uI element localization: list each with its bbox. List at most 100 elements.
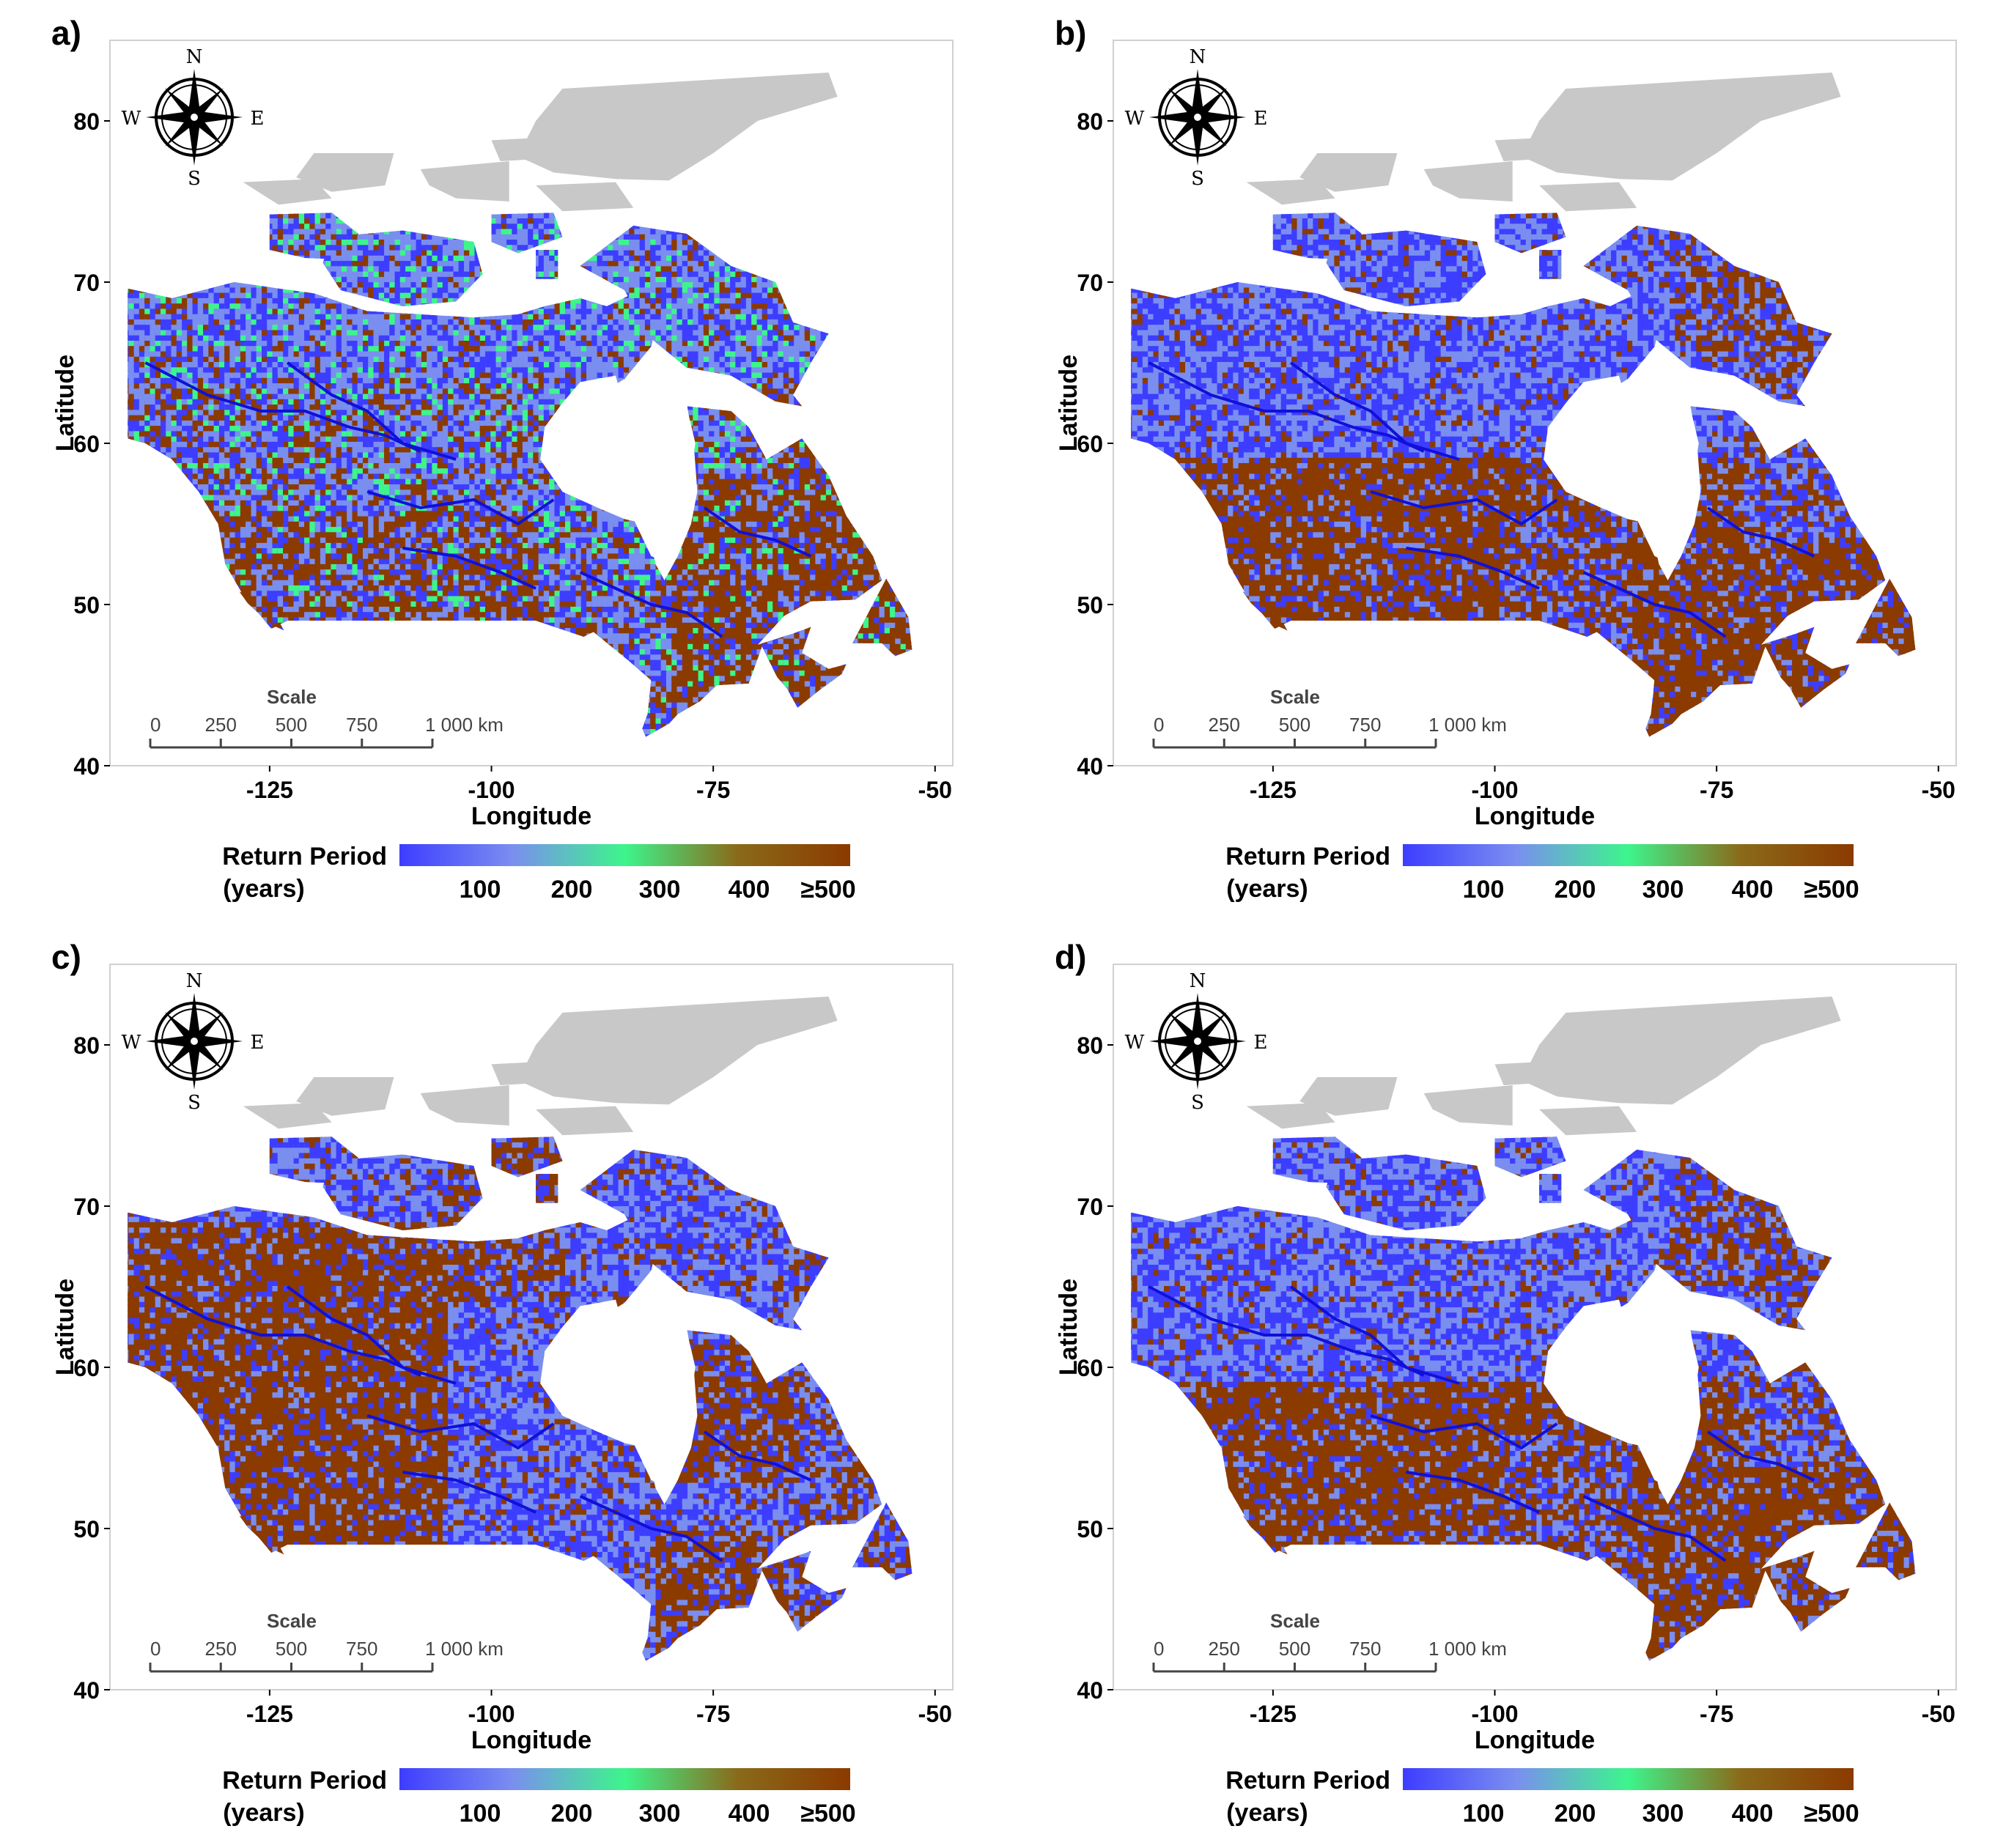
legend-tick-label: ≥500 [800, 876, 855, 903]
x-axis-label: Longitude [471, 802, 591, 830]
panel-b: 80 70 60 50 40 -125 -100 -75 -50 Longitude Latitud… [1003, 0, 2006, 924]
scale-tick-label: 250 [205, 714, 237, 736]
scale-tick-label: 1 000 km [1428, 1638, 1507, 1660]
legend-tick-label: 100 [1463, 1800, 1505, 1827]
panel-label: c) [51, 937, 81, 977]
x-tick-label: -125 [1250, 777, 1297, 803]
legend-tick-label: 400 [729, 876, 770, 903]
legend-title: Return Period [222, 843, 387, 871]
scale-tick-label: 500 [276, 1638, 307, 1660]
compass-s-label: S [1191, 1092, 1204, 1114]
scale-tick-label: 1 000 km [425, 714, 504, 736]
y-tick-label: 40 [73, 753, 100, 780]
legend-colorbar [1403, 1768, 1854, 1790]
compass-e-label: E [251, 108, 265, 130]
x-tick-label: -100 [468, 1701, 515, 1727]
legend-tick-label: 200 [1555, 1800, 1596, 1827]
compass-w-label: W [1125, 1032, 1145, 1054]
y-axis-label: Latitude [51, 355, 79, 451]
x-axis-label: Longitude [1475, 1726, 1595, 1754]
scale-tick-label: 750 [1349, 1638, 1381, 1660]
panel-label: d) [1055, 937, 1086, 977]
legend-tick-label: 400 [729, 1800, 770, 1827]
legend-tick-label: 200 [1555, 876, 1596, 903]
y-tick-label: 80 [1077, 108, 1103, 135]
compass-s-label: S [188, 1092, 201, 1114]
x-tick-label: -125 [1250, 1701, 1297, 1727]
y-tick-label: 40 [73, 1677, 100, 1704]
scale-tick-label: 1 000 km [1428, 714, 1507, 736]
scale-tick-label: 0 [150, 1638, 161, 1660]
legend-tick-label: 100 [460, 876, 501, 903]
legend-tick-label: 400 [1732, 876, 1774, 903]
panel-label: a) [51, 13, 81, 53]
scale-tick-label: 500 [1279, 1638, 1310, 1660]
x-tick-label: -75 [1700, 1701, 1733, 1727]
legend-tick-label: 300 [639, 1800, 681, 1827]
x-axis-label: Longitude [1475, 802, 1595, 830]
y-tick-label: 40 [1077, 753, 1103, 780]
legend-tick-label: ≥500 [1804, 876, 1859, 903]
legend-colorbar [399, 844, 850, 866]
legend-tick-label: 100 [460, 1800, 501, 1827]
scale-title: Scale [1270, 1610, 1320, 1632]
y-tick-label: 80 [73, 108, 100, 135]
y-tick-label: 50 [73, 592, 100, 618]
x-tick-label: -50 [918, 777, 952, 803]
y-tick-label: 70 [1077, 1194, 1103, 1220]
x-tick-label: -50 [1922, 1701, 1955, 1727]
y-tick-label: 50 [1077, 592, 1103, 618]
x-tick-label: -75 [696, 777, 730, 803]
legend-units: (years) [223, 1799, 305, 1827]
scale-tick-label: 750 [1349, 714, 1381, 736]
compass-n-label: N [186, 970, 203, 992]
scale-tick-label: 250 [1209, 1638, 1240, 1660]
compass-w-label: W [1125, 108, 1145, 130]
panel-d: 80 70 60 50 40 -125 -100 -75 -50 Longitude Latitud… [1003, 924, 2006, 1848]
scale-title: Scale [1270, 686, 1320, 708]
x-tick-label: -125 [246, 1701, 293, 1727]
compass-e-label: E [251, 1032, 265, 1054]
compass-n-label: N [1190, 46, 1206, 68]
y-axis-label: Latitude [1055, 355, 1083, 451]
y-tick-label: 80 [73, 1032, 100, 1059]
x-tick-label: -100 [468, 777, 515, 803]
legend-tick-label: 200 [551, 876, 593, 903]
x-tick-label: -75 [696, 1701, 730, 1727]
legend-tick-label: 400 [1732, 1800, 1774, 1827]
x-tick-label: -75 [1700, 777, 1733, 803]
y-tick-label: 50 [73, 1516, 100, 1542]
scale-tick-label: 500 [1279, 714, 1310, 736]
legend-tick-label: 300 [1642, 1800, 1684, 1827]
legend-units: (years) [1226, 875, 1308, 903]
scale-tick-label: 500 [276, 714, 307, 736]
x-tick-label: -100 [1472, 1701, 1519, 1727]
scale-tick-label: 250 [205, 1638, 237, 1660]
compass-n-label: N [1190, 970, 1206, 992]
x-tick-label: -100 [1472, 777, 1519, 803]
compass-s-label: S [188, 168, 201, 190]
scale-tick-label: 0 [1154, 714, 1164, 736]
compass-w-label: W [122, 108, 141, 130]
legend-tick-label: 300 [1642, 876, 1684, 903]
scale-tick-label: 250 [1209, 714, 1240, 736]
scale-tick-label: 0 [150, 714, 161, 736]
panel-a: 80 70 60 50 40 -125 -100 -75 -50 Longitude Latitud… [0, 0, 1003, 924]
scale-tick-label: 1 000 km [425, 1638, 504, 1660]
legend-title: Return Period [222, 1767, 387, 1795]
scale-tick-label: 750 [346, 714, 377, 736]
scale-tick-label: 0 [1154, 1638, 1164, 1660]
legend: Return Period(years) 100 200 300 400 ≥500 [222, 843, 856, 903]
legend-tick-label: ≥500 [1804, 1800, 1859, 1827]
compass-n-label: N [186, 46, 203, 68]
legend-colorbar [399, 1768, 850, 1790]
panel-c: 80 70 60 50 40 -125 -100 -75 -50 Longitude Latitud… [0, 924, 1003, 1848]
legend-tick-label: 100 [1463, 876, 1505, 903]
compass-w-label: W [122, 1032, 141, 1054]
y-tick-label: 40 [1077, 1677, 1103, 1704]
compass-e-label: E [1254, 1032, 1268, 1054]
